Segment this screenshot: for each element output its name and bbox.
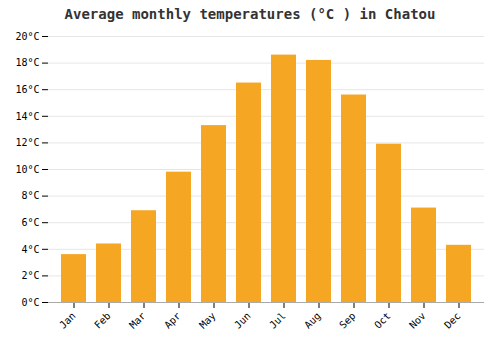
svg-text:10°C: 10°C xyxy=(15,164,39,175)
svg-text:Aug: Aug xyxy=(302,310,323,331)
svg-text:12°C: 12°C xyxy=(15,137,39,148)
svg-text:2°C: 2°C xyxy=(21,270,39,281)
svg-text:4°C: 4°C xyxy=(21,244,39,255)
svg-text:Oct: Oct xyxy=(372,310,393,331)
svg-text:8°C: 8°C xyxy=(21,190,39,201)
svg-text:16°C: 16°C xyxy=(15,84,39,95)
svg-text:Jan: Jan xyxy=(57,310,78,331)
svg-text:0°C: 0°C xyxy=(21,297,39,308)
svg-text:May: May xyxy=(197,310,218,331)
svg-text:6°C: 6°C xyxy=(21,217,39,228)
svg-text:20°C: 20°C xyxy=(15,31,39,42)
svg-text:Sep: Sep xyxy=(337,310,358,331)
svg-text:14°C: 14°C xyxy=(15,111,39,122)
svg-text:Dec: Dec xyxy=(442,310,463,331)
svg-text:18°C: 18°C xyxy=(15,57,39,68)
html-text:Average monthly temperatures (: Average monthly temperatures (°C ) in Ch… xyxy=(64,6,436,22)
svg-text:Jul: Jul xyxy=(267,310,288,331)
svg-text:Apr: Apr xyxy=(162,310,183,331)
svg-text:Nov: Nov xyxy=(407,310,428,331)
svg-text:Jun: Jun xyxy=(232,310,253,331)
svg-text:Feb: Feb xyxy=(92,310,113,331)
svg-text:Mar: Mar xyxy=(127,310,148,331)
